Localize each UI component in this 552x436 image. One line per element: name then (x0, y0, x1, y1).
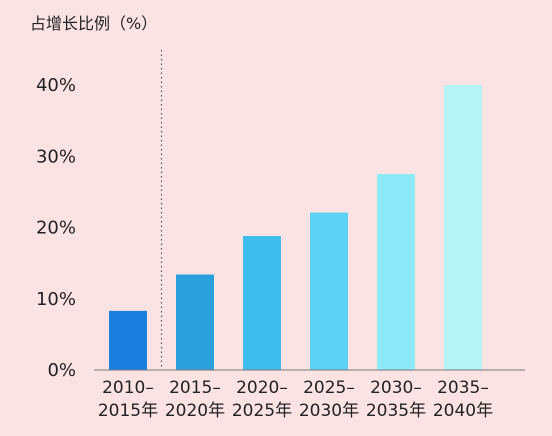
x-tick-label: 2020– (236, 378, 288, 398)
chart-title: 占增长比例（%） (30, 14, 157, 33)
x-tick-label: 2015– (169, 378, 221, 398)
x-tick-label: 2030– (370, 378, 422, 398)
bar (444, 85, 482, 370)
y-tick-label: 40% (36, 75, 76, 96)
x-axis-labels: 2010– 2015年 2015– 2020年 2020– 2025年 2025– 2030年… (98, 378, 493, 421)
y-tick-label: 30% (36, 146, 76, 167)
bar (109, 310, 147, 370)
x-tick-label: 2010– (102, 378, 154, 398)
y-tick-label: 0% (47, 360, 76, 381)
x-tick-label: 2015年 (98, 401, 158, 421)
x-tick-label: 2035年 (366, 401, 426, 421)
x-tick-label: 2040年 (433, 401, 493, 421)
x-tick-label: 2025年 (232, 401, 292, 421)
bar (176, 274, 214, 370)
bar (310, 212, 348, 370)
y-axis-ticks: 0% 10% 20% 30% 40% (36, 75, 76, 381)
y-tick-label: 10% (36, 289, 76, 310)
x-tick-label: 2030年 (299, 401, 359, 421)
y-tick-label: 20% (36, 218, 76, 239)
x-tick-label: 2025– (303, 378, 355, 398)
bars (109, 85, 482, 370)
bar (377, 174, 415, 370)
x-tick-label: 2020年 (165, 401, 225, 421)
x-tick-label: 2035– (437, 378, 489, 398)
bar (243, 236, 281, 370)
